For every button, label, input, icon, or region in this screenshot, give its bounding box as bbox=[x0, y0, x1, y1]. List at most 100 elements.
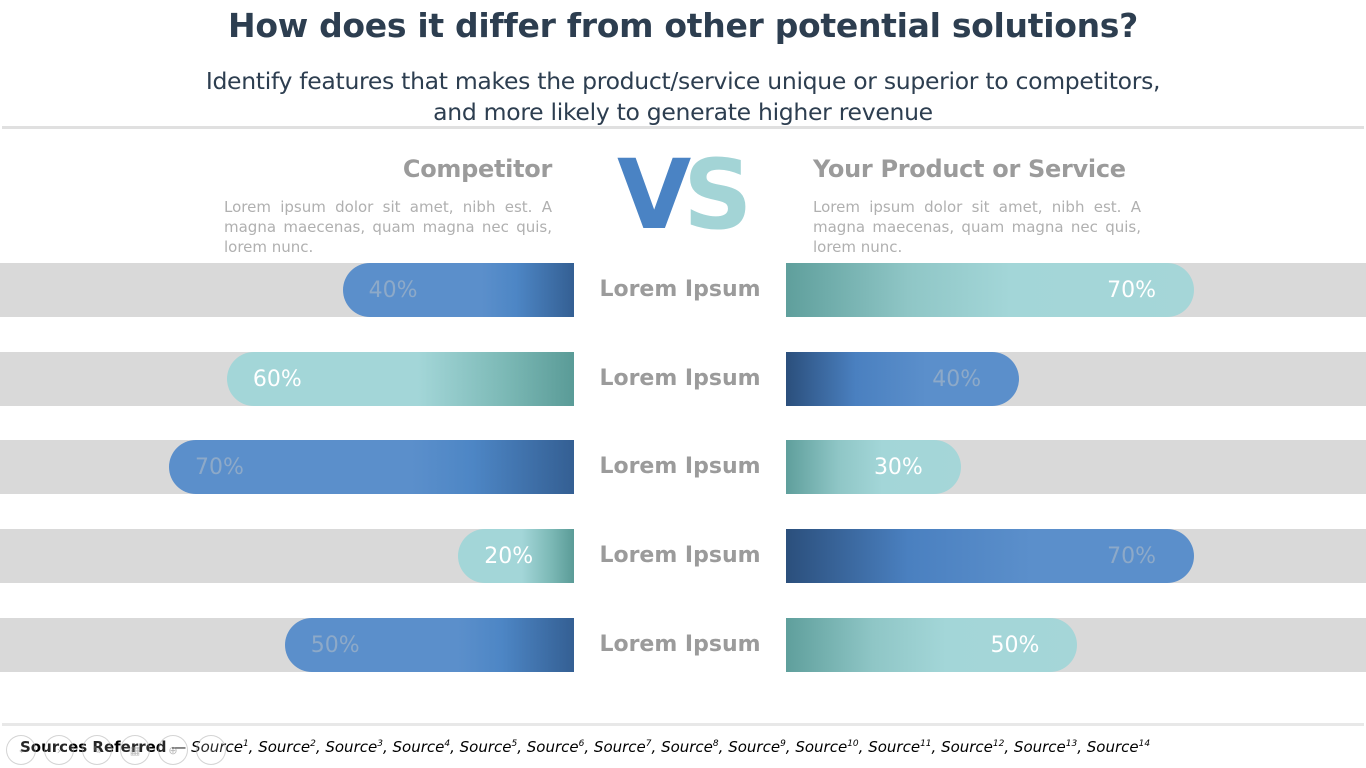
zoom-button[interactable]: ⊕ bbox=[158, 735, 188, 765]
competitor-percent: 50% bbox=[310, 632, 360, 658]
source-name: Source bbox=[941, 738, 993, 756]
source-item: Source3 bbox=[325, 738, 383, 756]
product-percent: 30% bbox=[873, 454, 923, 480]
competitor-percent: 60% bbox=[252, 366, 302, 392]
source-name: Source bbox=[728, 738, 781, 756]
source-name: Source bbox=[868, 738, 921, 756]
vs-letter-s: S bbox=[683, 139, 752, 251]
more-button[interactable]: ⋯ bbox=[196, 735, 226, 765]
competitor-bar: 70% bbox=[169, 440, 574, 494]
row-label: Lorem Ipsum bbox=[599, 454, 761, 479]
product-track: 40% bbox=[786, 352, 1366, 406]
slide-title: How does it differ from other potential … bbox=[228, 6, 1138, 45]
slideshow-toolbar: ‹ › ✎ ▦ ⊕ ⋯ bbox=[6, 735, 226, 765]
source-number: 4 bbox=[444, 739, 451, 749]
product-heading: Your Product or Service bbox=[813, 155, 1126, 183]
next-icon: › bbox=[56, 743, 62, 757]
product-description: Lorem ipsum dolor sit amet, nibh est. A … bbox=[813, 198, 1141, 256]
row-label: Lorem Ipsum bbox=[599, 366, 761, 391]
source-item: Source8 bbox=[661, 738, 719, 756]
source-number: 2 bbox=[310, 739, 316, 749]
competitor-track: 50% bbox=[0, 618, 574, 672]
next-button[interactable]: › bbox=[44, 735, 74, 765]
product-bar: 30% bbox=[786, 440, 961, 494]
competitor-bar: 40% bbox=[342, 263, 574, 317]
competitor-heading: Competitor bbox=[402, 155, 552, 183]
source-name: Source bbox=[459, 738, 512, 756]
source-number: 14 bbox=[1138, 739, 1151, 749]
source-number: 9 bbox=[780, 739, 786, 749]
product-track: 70% bbox=[786, 263, 1366, 317]
competitor-description: Lorem ipsum dolor sit amet, nibh est. A … bbox=[224, 198, 552, 256]
source-item: Source13 bbox=[1014, 738, 1077, 756]
source-name: Source bbox=[258, 738, 311, 756]
row-label: Lorem Ipsum bbox=[599, 632, 761, 657]
slides-icon: ▦ bbox=[129, 743, 141, 757]
slide-subtitle: Identify features that makes the product… bbox=[183, 66, 1183, 128]
source-name: Source bbox=[392, 738, 445, 756]
source-number: 3 bbox=[377, 739, 383, 749]
slides-button[interactable]: ▦ bbox=[120, 735, 150, 765]
source-item: Source7 bbox=[594, 738, 652, 756]
source-number: 11 bbox=[920, 739, 932, 749]
source-name: Source bbox=[661, 738, 713, 756]
competitor-bar: 60% bbox=[226, 352, 574, 406]
source-name: Source bbox=[1013, 738, 1066, 756]
product-percent: 70% bbox=[1107, 543, 1156, 569]
source-item: Source14 bbox=[1087, 738, 1150, 756]
source-item: Source4 bbox=[393, 738, 451, 756]
subtitle-line-1: Identify features that makes the product… bbox=[205, 67, 1161, 95]
competitor-bar: 50% bbox=[284, 618, 574, 672]
source-item: Source2 bbox=[258, 738, 316, 756]
vs-letter-v: V bbox=[617, 139, 691, 251]
competitor-bar: 20% bbox=[458, 529, 574, 583]
pen-icon: ✎ bbox=[92, 743, 102, 757]
product-percent: 70% bbox=[1107, 277, 1156, 303]
previous-icon: ‹ bbox=[18, 743, 24, 757]
source-name: Source bbox=[1086, 738, 1139, 756]
competitor-percent: 20% bbox=[484, 543, 534, 569]
previous-button[interactable]: ‹ bbox=[6, 735, 36, 765]
product-percent: 50% bbox=[990, 632, 1040, 658]
source-number: 10 bbox=[847, 739, 859, 749]
source-number: 5 bbox=[511, 739, 518, 749]
source-item: Source10 bbox=[795, 738, 858, 756]
source-number: 13 bbox=[1065, 739, 1078, 749]
source-number: 12 bbox=[992, 739, 1005, 749]
product-track: 70% bbox=[786, 529, 1366, 583]
source-name: Source bbox=[593, 738, 646, 756]
zoom-icon: ⊕ bbox=[168, 743, 178, 757]
product-bar: 50% bbox=[786, 618, 1078, 672]
source-number: 7 bbox=[645, 739, 652, 749]
bottom-divider bbox=[2, 723, 1364, 726]
source-name: Source bbox=[526, 738, 579, 756]
product-bar: 40% bbox=[786, 352, 1020, 406]
pen-button[interactable]: ✎ bbox=[82, 735, 112, 765]
top-divider bbox=[2, 126, 1364, 129]
competitor-track: 20% bbox=[0, 529, 574, 583]
competitor-track: 40% bbox=[0, 263, 574, 317]
sources-list: Source1, Source2, Source3, Source4, Sour… bbox=[191, 738, 1151, 756]
product-percent: 40% bbox=[932, 366, 982, 392]
row-label: Lorem Ipsum bbox=[599, 543, 761, 568]
product-bar: 70% bbox=[786, 263, 1194, 317]
source-item: Source6 bbox=[527, 738, 585, 756]
subtitle-line-2: and more likely to generate higher reven… bbox=[433, 98, 933, 126]
product-track: 50% bbox=[786, 618, 1366, 672]
row-label: Lorem Ipsum bbox=[599, 277, 761, 302]
source-item: Source9 bbox=[728, 738, 786, 756]
product-bar: 70% bbox=[786, 529, 1194, 583]
source-name: Source bbox=[325, 738, 378, 756]
vs-graphic: VS bbox=[617, 139, 752, 251]
source-number: 8 bbox=[712, 739, 719, 749]
competitor-track: 70% bbox=[0, 440, 574, 494]
more-icon: ⋯ bbox=[205, 743, 217, 757]
source-item: Source5 bbox=[460, 738, 518, 756]
source-number: 1 bbox=[242, 739, 249, 749]
source-name: Source bbox=[795, 738, 848, 756]
competitor-percent: 70% bbox=[195, 454, 244, 480]
source-number: 6 bbox=[578, 739, 585, 749]
competitor-percent: 40% bbox=[368, 277, 418, 303]
source-item: Source11 bbox=[868, 738, 931, 756]
source-item: Source12 bbox=[941, 738, 1004, 756]
